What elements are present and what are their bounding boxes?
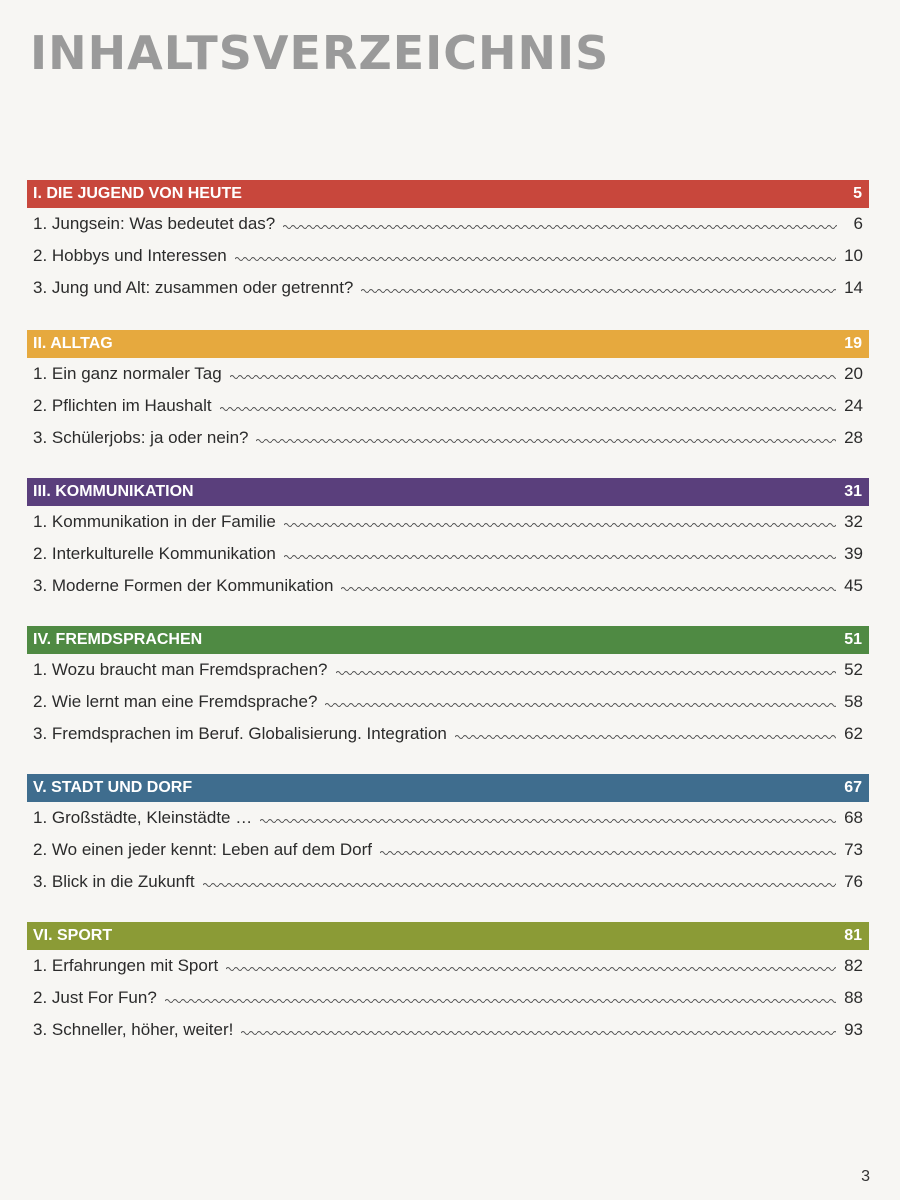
table-of-contents: I. DIE JUGEND VON HEUTE 5 1. Jungsein: W…: [27, 180, 869, 1070]
chapter-title: IV. FREMDSPRACHEN: [33, 631, 203, 648]
entry-page: 62: [844, 724, 863, 743]
entry-page: 6: [853, 214, 863, 233]
footer-page-number: 3: [861, 1168, 870, 1185]
toc-entry: 1. Jungsein: Was bedeutet das? 6: [27, 208, 869, 240]
chapter-section-3: III. KOMMUNIKATION 31 1. Kommunikation i…: [27, 478, 869, 602]
leader-line: [361, 287, 837, 295]
leader-line: [325, 701, 837, 709]
leader-line: [229, 373, 837, 381]
chapter-title: I. DIE JUGEND VON HEUTE: [33, 185, 242, 202]
chapter-section-1: I. DIE JUGEND VON HEUTE 5 1. Jungsein: W…: [27, 180, 869, 304]
entry-page: 14: [844, 278, 863, 297]
leader-line: [283, 521, 837, 529]
chapter-section-4: IV. FREMDSPRACHEN 51 1. Wozu braucht man…: [27, 626, 869, 750]
entry-page: 93: [844, 1020, 863, 1039]
leader-line: [226, 965, 837, 973]
leader-line: [202, 881, 837, 889]
entry-label: 1. Wozu braucht man Fremdsprachen?: [33, 660, 328, 679]
entry-page: 58: [844, 692, 863, 711]
toc-entry: 1. Wozu braucht man Fremdsprachen? 52: [27, 654, 869, 686]
entry-label: 3. Moderne Formen der Kommunikation: [33, 576, 334, 595]
chapter-section-5: V. STADT UND DORF 67 1. Großstädte, Klei…: [27, 774, 869, 898]
toc-entry: 2. Wo einen jeder kennt: Leben auf dem D…: [27, 834, 869, 866]
entry-label: 3. Blick in die Zukunft: [33, 872, 195, 891]
chapter-page: 31: [844, 483, 862, 500]
toc-entry: 1. Erfahrungen mit Sport 82: [27, 950, 869, 982]
leader-line: [234, 255, 837, 263]
chapter-page: 67: [844, 779, 862, 796]
entry-page: 39: [844, 544, 863, 563]
chapter-section-2: II. ALLTAG 19 1. Ein ganz normaler Tag 2…: [27, 330, 869, 454]
toc-entry: 2. Just For Fun? 88: [27, 982, 869, 1014]
chapter-title: II. ALLTAG: [33, 335, 113, 352]
leader-line: [256, 437, 837, 445]
leader-line: [260, 817, 837, 825]
toc-entry: 3. Fremdsprachen im Beruf. Globalisierun…: [27, 718, 869, 750]
entry-page: 82: [844, 956, 863, 975]
chapter-header: I. DIE JUGEND VON HEUTE 5: [27, 180, 869, 208]
entry-page: 88: [844, 988, 863, 1007]
toc-entry: 3. Jung und Alt: zusammen oder getrennt?…: [27, 272, 869, 304]
toc-entry: 2. Pflichten im Haushalt 24: [27, 390, 869, 422]
toc-entry: 1. Ein ganz normaler Tag 20: [27, 358, 869, 390]
toc-entry: 3. Schneller, höher, weiter! 93: [27, 1014, 869, 1046]
entry-label: 1. Erfahrungen mit Sport: [33, 956, 219, 975]
chapter-title: V. STADT UND DORF: [33, 779, 193, 796]
toc-entry: 2. Wie lernt man eine Fremdsprache? 58: [27, 686, 869, 718]
entry-page: 28: [844, 428, 863, 447]
entry-page: 52: [844, 660, 863, 679]
toc-entry: 1. Großstädte, Kleinstädte … 68: [27, 802, 869, 834]
chapter-page: 51: [844, 631, 862, 648]
entry-label: 1. Ein ganz normaler Tag: [33, 364, 222, 383]
chapter-page: 5: [853, 185, 862, 202]
leader-line: [335, 669, 837, 677]
chapter-header: IV. FREMDSPRACHEN 51: [27, 626, 869, 654]
chapter-header: II. ALLTAG 19: [27, 330, 869, 358]
entry-label: 2. Interkulturelle Kommunikation: [33, 544, 276, 563]
entry-label: 3. Jung und Alt: zusammen oder getrennt?: [33, 278, 354, 297]
toc-entry: 3. Blick in die Zukunft 76: [27, 866, 869, 898]
chapter-title: III. KOMMUNIKATION: [33, 483, 194, 500]
leader-line: [341, 585, 837, 593]
leader-line: [454, 733, 837, 741]
leader-line: [283, 223, 837, 231]
leader-line: [241, 1029, 837, 1037]
entry-label: 1. Kommunikation in der Familie: [33, 512, 276, 531]
toc-entry: 1. Kommunikation in der Familie 32: [27, 506, 869, 538]
chapter-title: VI. SPORT: [33, 927, 113, 944]
leader-line: [283, 553, 837, 561]
chapter-header: V. STADT UND DORF 67: [27, 774, 869, 802]
entry-label: 2. Pflichten im Haushalt: [33, 396, 212, 415]
chapter-header: VI. SPORT 81: [27, 922, 869, 950]
toc-entry: 2. Interkulturelle Kommunikation 39: [27, 538, 869, 570]
toc-entry: 2. Hobbys und Interessen 10: [27, 240, 869, 272]
chapter-header: III. KOMMUNIKATION 31: [27, 478, 869, 506]
entry-label: 3. Schülerjobs: ja oder nein?: [33, 428, 249, 447]
entry-label: 3. Fremdsprachen im Beruf. Globalisierun…: [33, 724, 447, 743]
entry-label: 2. Wie lernt man eine Fremdsprache?: [33, 692, 318, 711]
entry-label: 2. Just For Fun?: [33, 988, 157, 1007]
toc-entry: 3. Moderne Formen der Kommunikation 45: [27, 570, 869, 602]
entry-label: 3. Schneller, höher, weiter!: [33, 1020, 234, 1039]
entry-page: 32: [844, 512, 863, 531]
leader-line: [379, 849, 837, 857]
page-title: INHALTSVERZEICHNIS: [30, 26, 610, 80]
leader-line: [164, 997, 837, 1005]
entry-page: 45: [844, 576, 863, 595]
toc-entry: 3. Schülerjobs: ja oder nein? 28: [27, 422, 869, 454]
entry-page: 10: [844, 246, 863, 265]
entry-label: 2. Wo einen jeder kennt: Leben auf dem D…: [33, 840, 372, 859]
chapter-page: 81: [844, 927, 862, 944]
entry-page: 20: [844, 364, 863, 383]
entry-page: 76: [844, 872, 863, 891]
entry-page: 68: [844, 808, 863, 827]
entry-label: 1. Großstädte, Kleinstädte …: [33, 808, 253, 827]
chapter-section-6: VI. SPORT 81 1. Erfahrungen mit Sport 82…: [27, 922, 869, 1046]
leader-line: [219, 405, 837, 413]
entry-page: 73: [844, 840, 863, 859]
chapter-page: 19: [844, 335, 862, 352]
entry-page: 24: [844, 396, 863, 415]
entry-label: 1. Jungsein: Was bedeutet das?: [33, 214, 276, 233]
entry-label: 2. Hobbys und Interessen: [33, 246, 227, 265]
